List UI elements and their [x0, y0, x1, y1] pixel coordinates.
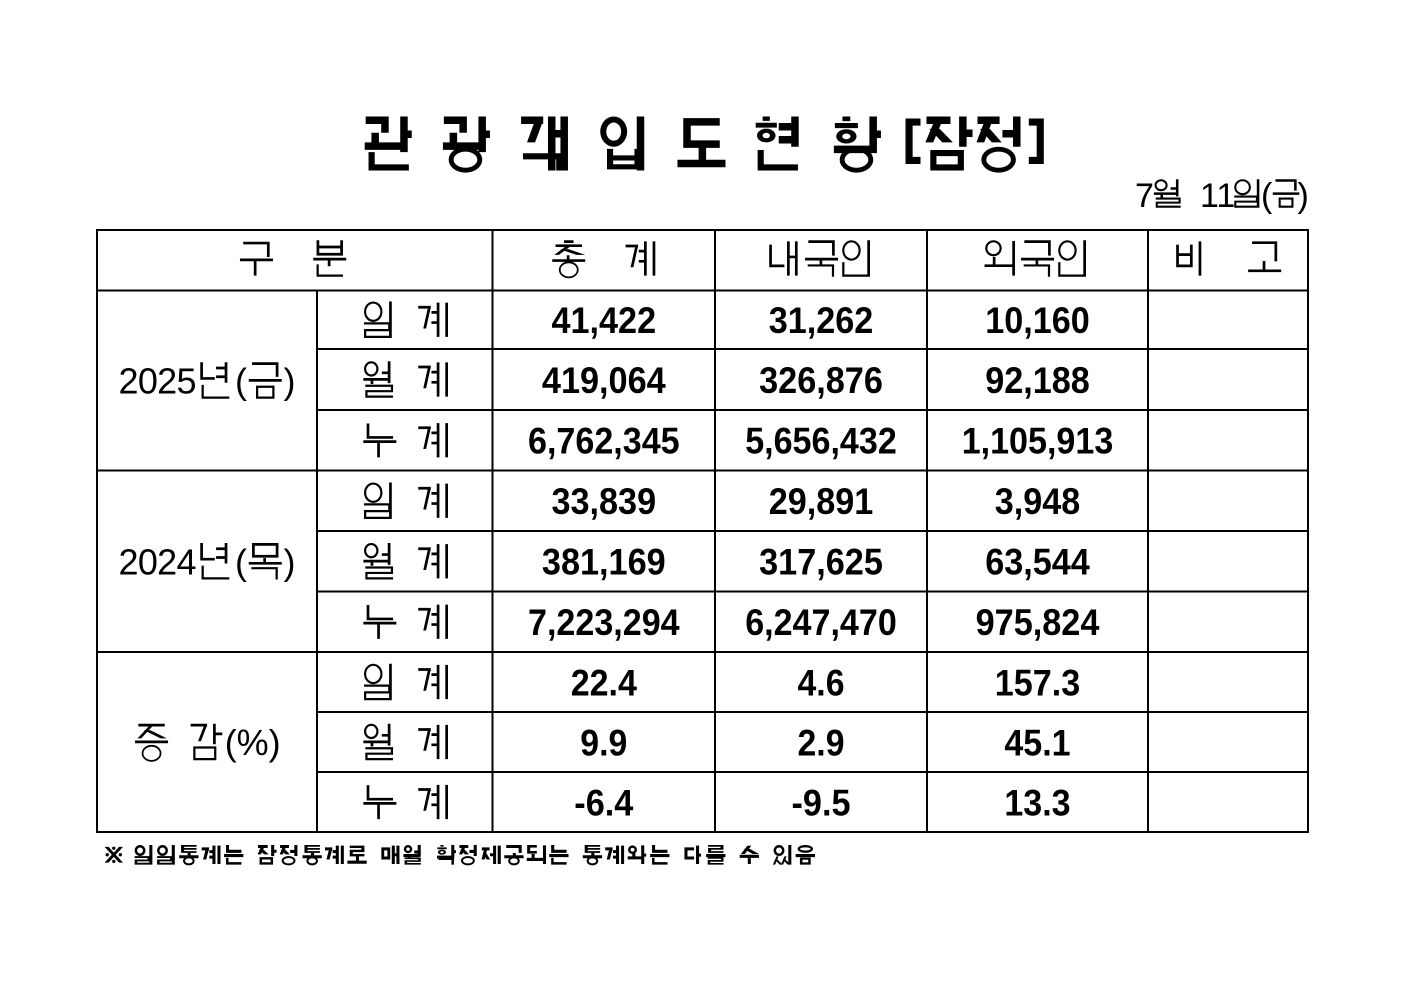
svg-text:63,544: 63,544: [985, 542, 1090, 583]
svg-text:11: 11: [1200, 177, 1235, 215]
svg-text:10,160: 10,160: [985, 300, 1090, 341]
svg-text:(: (: [1261, 177, 1273, 215]
svg-text:2024: 2024: [119, 541, 197, 582]
svg-text:4.6: 4.6: [798, 662, 845, 703]
svg-text:92,188: 92,188: [985, 360, 1090, 401]
svg-text:29,891: 29,891: [769, 481, 874, 522]
svg-text:22.4: 22.4: [571, 662, 638, 703]
svg-text:381,169: 381,169: [542, 542, 666, 583]
svg-text:13.3: 13.3: [1004, 782, 1070, 823]
svg-text:31,262: 31,262: [769, 300, 874, 341]
svg-text:3,948: 3,948: [995, 481, 1080, 522]
svg-text:1,105,913: 1,105,913: [962, 421, 1114, 462]
svg-text:(: (: [235, 361, 247, 402]
svg-text:975,824: 975,824: [976, 602, 1100, 643]
svg-text:(%): (%): [225, 722, 281, 763]
svg-text:5,656,432: 5,656,432: [745, 421, 897, 462]
svg-text:): ): [1298, 177, 1309, 215]
svg-text:7,223,294: 7,223,294: [528, 602, 680, 643]
svg-text:9.9: 9.9: [580, 722, 627, 763]
svg-text:45.1: 45.1: [1004, 722, 1070, 763]
svg-text:33,839: 33,839: [552, 481, 657, 522]
svg-text:41,422: 41,422: [552, 300, 657, 341]
svg-text:6,762,345: 6,762,345: [528, 421, 680, 462]
svg-text:(: (: [235, 541, 247, 582]
svg-text:-6.4: -6.4: [574, 782, 633, 823]
svg-text:326,876: 326,876: [759, 360, 883, 401]
svg-text:): ): [284, 541, 296, 582]
svg-text:6,247,470: 6,247,470: [745, 602, 897, 643]
svg-text:317,625: 317,625: [759, 542, 883, 583]
svg-text:2.9: 2.9: [798, 722, 845, 763]
svg-text:): ): [284, 361, 296, 402]
svg-text:-9.5: -9.5: [792, 782, 851, 823]
svg-text:7: 7: [1135, 177, 1154, 215]
svg-text:2025: 2025: [119, 361, 197, 402]
svg-text:157.3: 157.3: [995, 662, 1080, 703]
svg-text:419,064: 419,064: [542, 360, 666, 401]
